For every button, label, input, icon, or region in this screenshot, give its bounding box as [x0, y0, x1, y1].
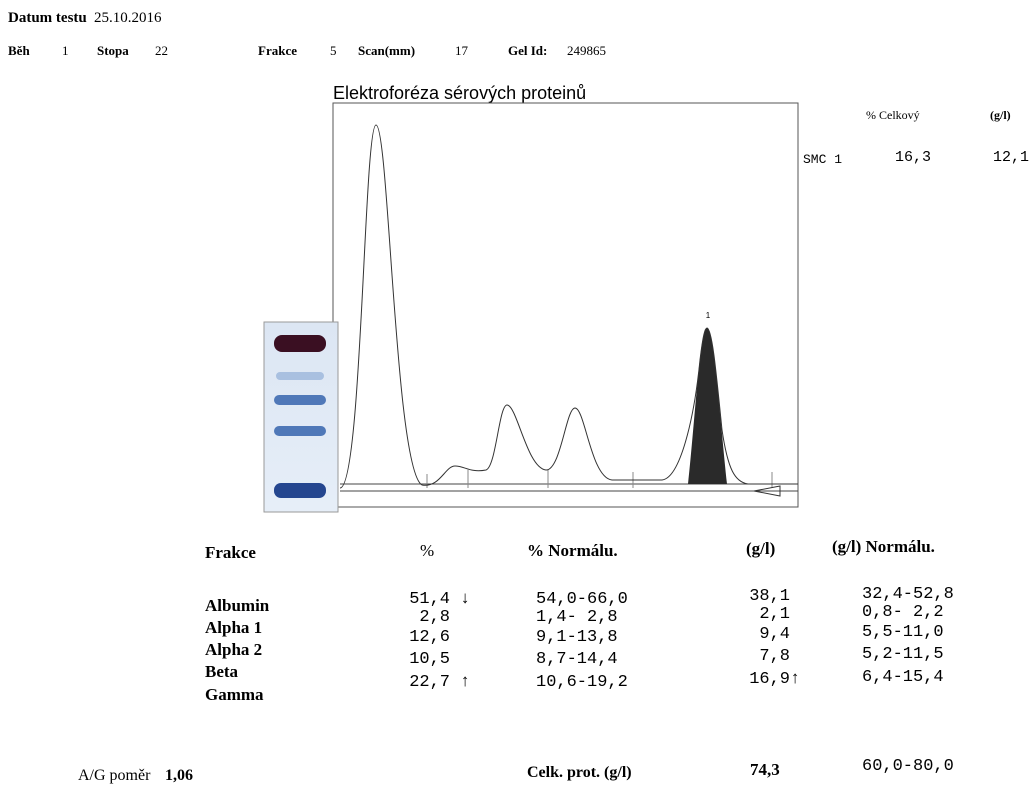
- smc-label: SMC 1: [803, 152, 842, 167]
- total: 74,3: [750, 760, 780, 779]
- track: 22: [155, 43, 168, 58]
- gl-normal: 0,8- 2,2: [862, 603, 944, 622]
- percent: 12,6: [409, 628, 450, 647]
- gl: 2,1: [759, 605, 790, 624]
- gel-label: Gel Id:: [508, 43, 547, 58]
- gel-id: 249865: [567, 43, 606, 58]
- fraction-name: Beta: [205, 662, 239, 681]
- ag-ratio: 1,06: [165, 767, 193, 784]
- gl: 7,8: [759, 647, 790, 666]
- fraction-name: Albumin: [205, 596, 270, 615]
- graph-frame: [333, 103, 798, 507]
- run: 1: [62, 43, 69, 58]
- smc-gl-header: (g/l): [990, 108, 1011, 122]
- graph-title: Elektroforéza sérových proteinů: [333, 83, 586, 103]
- run-label: Běh: [8, 43, 30, 58]
- fraction-name: Alpha 1: [205, 618, 262, 637]
- total-label: Celk. prot. (g/l): [527, 764, 632, 781]
- track-label: Stopa: [97, 43, 129, 58]
- gl-normal: 6,4-15,4: [862, 668, 944, 687]
- percent-normal: 9,1-13,8: [536, 628, 618, 647]
- fractions-label: Frakce: [258, 43, 297, 58]
- fractions: 5: [330, 43, 337, 58]
- scan-label: Scan(mm): [358, 43, 415, 58]
- percent-normal: 8,7-14,4: [536, 650, 618, 669]
- percent: 2,8: [419, 608, 450, 627]
- fraction-name: Gamma: [205, 685, 264, 704]
- smc-percent: 16,3: [895, 149, 931, 166]
- percent-normal: 54,0-66,0: [536, 590, 628, 609]
- percent-flag: ↓: [460, 590, 470, 609]
- percent-flag: ↑: [460, 673, 470, 692]
- percent-normal: 1,4- 2,8: [536, 608, 618, 627]
- table-header: %: [420, 541, 434, 560]
- document: Datum testu 25.10.2016 Běh 1 Stopa 22 Fr…: [0, 0, 1036, 785]
- table-header: (g/l): [746, 539, 775, 558]
- table-header: % Normálu.: [527, 541, 618, 560]
- gl: 38,1: [749, 587, 790, 606]
- fractions-table: Frakce % % Normálu. (g/l) (g/l) Normálu.…: [205, 537, 954, 704]
- date: 25.10.2016: [94, 10, 162, 26]
- page: {"header": { "date_label": "Datum testu"…: [0, 0, 1036, 785]
- gl-normal: 5,2-11,5: [862, 645, 944, 664]
- gl-flag: ↑: [790, 670, 800, 689]
- ag-label: A/G poměr: [78, 767, 151, 784]
- scan: 17: [455, 43, 469, 58]
- densitogram: [340, 125, 798, 488]
- gl-normal: 5,5-11,0: [862, 623, 944, 642]
- gl-normal: 32,4-52,8: [862, 585, 954, 604]
- percent: 51,4: [409, 590, 450, 609]
- fraction-name: Alpha 2: [205, 640, 262, 659]
- gel-image: [264, 322, 338, 512]
- smc-percent-header: % Celkový: [866, 108, 920, 122]
- peak-marker: 1: [706, 311, 711, 320]
- gl: 16,9: [749, 670, 790, 689]
- total-normal: 60,0-80,0: [862, 757, 954, 776]
- gl: 9,4: [759, 625, 790, 644]
- percent: 10,5: [409, 650, 450, 669]
- smc-gl: 12,1: [993, 149, 1029, 166]
- table-header: (g/l) Normálu.: [832, 537, 935, 556]
- table-header: Frakce: [205, 543, 256, 562]
- percent: 22,7: [409, 673, 450, 692]
- percent-normal: 10,6-19,2: [536, 673, 628, 692]
- date-label: Datum testu: [8, 10, 87, 26]
